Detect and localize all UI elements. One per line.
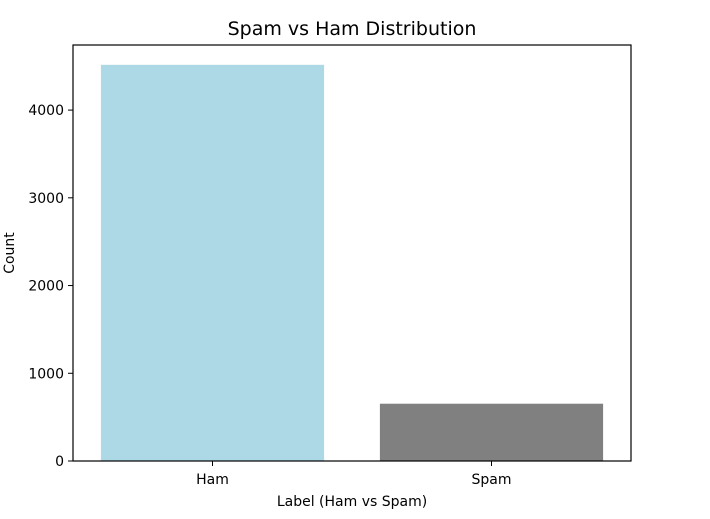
bar-spam <box>379 403 604 461</box>
chart-title: Spam vs Ham Distribution <box>228 18 477 40</box>
y-tick-label: 1000 <box>28 366 64 382</box>
bars-group <box>100 64 604 461</box>
y-tick-label: 0 <box>55 454 64 470</box>
y-axis-ticks: 0 1000 2000 3000 4000 <box>28 103 73 470</box>
y-axis-label: Count <box>2 232 18 274</box>
x-axis-ticks: Ham Spam <box>196 461 512 488</box>
bar-ham <box>100 64 325 461</box>
plot-area-frame <box>72 44 632 462</box>
x-axis-label: Label (Ham vs Spam) <box>277 494 427 510</box>
y-tick-label: 4000 <box>28 103 64 119</box>
x-tick-label: Ham <box>196 472 229 488</box>
y-tick-label: 3000 <box>28 191 64 207</box>
y-tick-label: 2000 <box>28 279 64 295</box>
x-tick-label: Spam <box>472 472 512 488</box>
